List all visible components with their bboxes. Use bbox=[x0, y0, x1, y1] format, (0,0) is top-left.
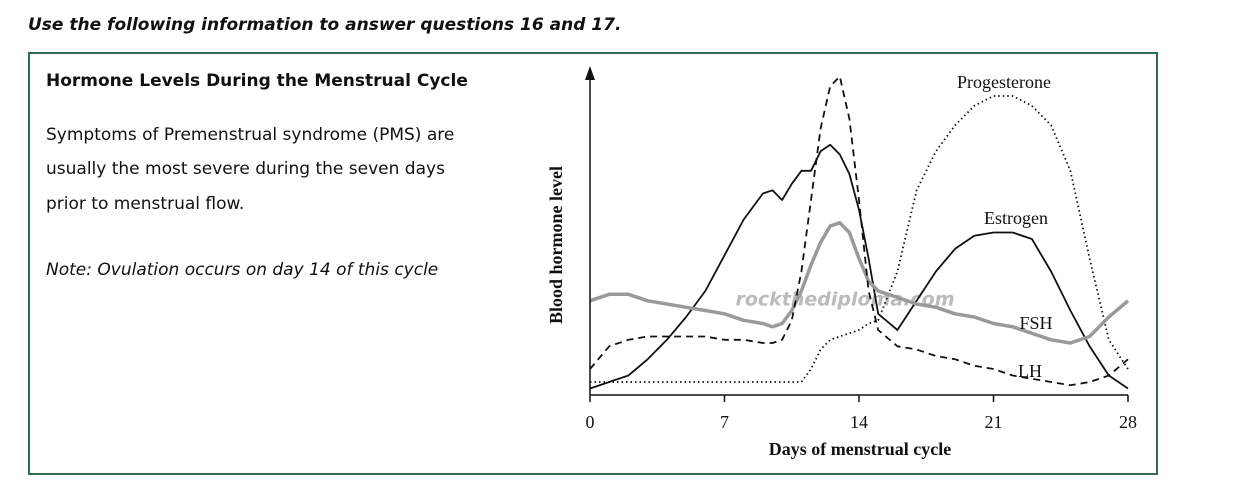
series-label: LH bbox=[1018, 361, 1042, 381]
chart bbox=[589, 75, 1130, 390]
watermark: rockthediploma.com bbox=[735, 289, 954, 311]
series-line bbox=[589, 143, 1129, 390]
x-tick-label: 21 bbox=[985, 412, 1003, 432]
instruction: Use the following information to answer … bbox=[28, 15, 621, 35]
series-label: FSH bbox=[1019, 313, 1052, 333]
x-tick-label: 7 bbox=[720, 412, 729, 432]
panel-title: Hormone Levels During the Menstrual Cycl… bbox=[46, 71, 468, 91]
x-axis-label: Days of menstrual cycle bbox=[769, 439, 951, 459]
x-tick-label: 0 bbox=[586, 412, 595, 432]
series-label: Estrogen bbox=[984, 208, 1048, 228]
y-axis-arrow bbox=[585, 66, 595, 80]
note: Note: Ovulation occurs on day 14 of this… bbox=[46, 260, 438, 280]
text-line: Symptoms of Premenstrual syndrome (PMS) … bbox=[46, 125, 454, 145]
x-tick-label: 28 bbox=[1119, 412, 1137, 432]
series-line bbox=[589, 221, 1130, 345]
series-line bbox=[590, 95, 1129, 383]
y-axis-label: Blood hormone level bbox=[546, 166, 566, 324]
text-line: prior to menstrual flow. bbox=[46, 194, 244, 214]
series-line bbox=[589, 75, 1129, 387]
series-label: Progesterone bbox=[957, 72, 1051, 92]
text-line: usually the most severe during the seven… bbox=[46, 159, 445, 179]
panel-border bbox=[28, 52, 1158, 475]
x-tick-label: 14 bbox=[850, 412, 868, 432]
